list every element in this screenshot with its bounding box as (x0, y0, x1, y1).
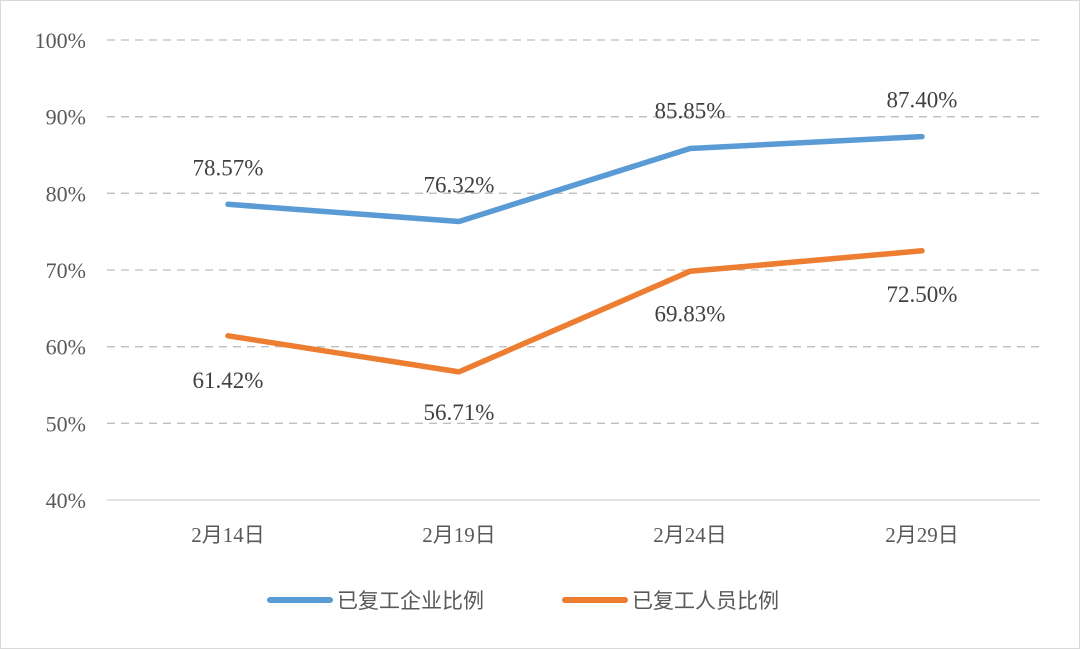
data-label: 69.83% (655, 301, 726, 326)
gridlines (107, 39, 1040, 501)
y-tick-label: 70% (46, 258, 86, 283)
data-point (225, 201, 231, 207)
y-tick-label: 40% (46, 488, 86, 513)
data-point (919, 248, 925, 254)
x-tick-label: 2月19日 (422, 523, 496, 547)
x-axis-ticks: 2月14日 2月19日 2月24日 2月29日 (191, 523, 959, 547)
data-label: 61.42% (193, 368, 264, 393)
data-label: 78.57% (193, 155, 264, 180)
data-labels: 78.57% 76.32% 85.85% 87.40% 61.42% 56.71% 69.8… (193, 88, 958, 425)
data-label: 76.32% (424, 173, 495, 198)
y-tick-label: 60% (46, 335, 86, 360)
y-tick-label: 90% (46, 105, 86, 130)
series-line-enterprise (225, 133, 925, 225)
x-tick-label: 2月24日 (653, 523, 727, 547)
legend: 已复工企业比例 已复工人员比例 (267, 589, 779, 613)
y-axis-ticks: 40% 50% 60% 70% 80% 90% 100% (35, 28, 86, 513)
data-point (456, 369, 462, 375)
legend-label-personnel: 已复工人员比例 (632, 589, 779, 613)
x-tick-label: 2月14日 (191, 523, 265, 547)
y-tick-label: 100% (35, 28, 86, 53)
data-label: 85.85% (655, 98, 726, 123)
data-label: 56.71% (424, 400, 495, 425)
data-point (687, 268, 693, 274)
legend-label-enterprise: 已复工企业比例 (337, 589, 484, 613)
y-tick-label: 50% (46, 411, 86, 436)
data-label: 87.40% (887, 88, 958, 113)
x-tick-label: 2月29日 (885, 523, 959, 547)
data-label: 72.50% (887, 282, 958, 307)
data-point (456, 219, 462, 225)
data-point (919, 134, 925, 140)
data-point (225, 333, 231, 339)
y-tick-label: 80% (46, 181, 86, 206)
series-lines (225, 133, 925, 375)
data-point (687, 145, 693, 151)
series-line-personnel (225, 248, 925, 375)
